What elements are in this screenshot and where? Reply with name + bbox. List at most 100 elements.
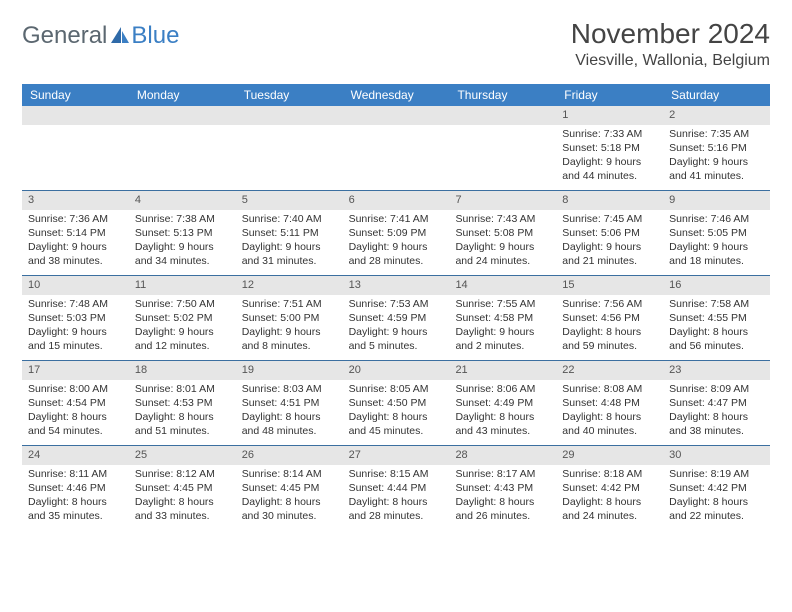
daylight-line: Daylight: 9 hours and 18 minutes. [669,240,764,268]
sunrise-line: Sunrise: 8:12 AM [135,467,230,481]
daylight-line: Daylight: 9 hours and 34 minutes. [135,240,230,268]
day-details: Sunrise: 7:53 AMSunset: 4:59 PMDaylight:… [343,295,450,358]
day-details: Sunrise: 7:38 AMSunset: 5:13 PMDaylight:… [129,210,236,273]
calendar-day: 30Sunrise: 8:19 AMSunset: 4:42 PMDayligh… [663,446,770,530]
calendar-day: 6Sunrise: 7:41 AMSunset: 5:09 PMDaylight… [343,191,450,275]
calendar-day [236,106,343,190]
day-number: 10 [22,276,129,295]
calendar-day: 24Sunrise: 8:11 AMSunset: 4:46 PMDayligh… [22,446,129,530]
day-number: 25 [129,446,236,465]
sunrise-line: Sunrise: 8:03 AM [242,382,337,396]
calendar-day: 8Sunrise: 7:45 AMSunset: 5:06 PMDaylight… [556,191,663,275]
day-number: 29 [556,446,663,465]
calendar-day: 3Sunrise: 7:36 AMSunset: 5:14 PMDaylight… [22,191,129,275]
sunset-line: Sunset: 5:08 PM [455,226,550,240]
daylight-line: Daylight: 8 hours and 24 minutes. [562,495,657,523]
calendar-day: 1Sunrise: 7:33 AMSunset: 5:18 PMDaylight… [556,106,663,190]
sunset-line: Sunset: 4:55 PM [669,311,764,325]
daylight-line: Daylight: 8 hours and 51 minutes. [135,410,230,438]
day-number: 24 [22,446,129,465]
day-number: 12 [236,276,343,295]
sunset-line: Sunset: 4:54 PM [28,396,123,410]
calendar-day: 5Sunrise: 7:40 AMSunset: 5:11 PMDaylight… [236,191,343,275]
weekday-sun: Sunday [22,84,129,106]
day-number-empty [236,106,343,125]
sunset-line: Sunset: 4:59 PM [349,311,444,325]
calendar-day: 27Sunrise: 8:15 AMSunset: 4:44 PMDayligh… [343,446,450,530]
weekday-sat: Saturday [663,84,770,106]
day-number: 15 [556,276,663,295]
calendar-day: 21Sunrise: 8:06 AMSunset: 4:49 PMDayligh… [449,361,556,445]
calendar-day: 23Sunrise: 8:09 AMSunset: 4:47 PMDayligh… [663,361,770,445]
day-details: Sunrise: 8:03 AMSunset: 4:51 PMDaylight:… [236,380,343,443]
weekday-mon: Monday [129,84,236,106]
calendar-day: 7Sunrise: 7:43 AMSunset: 5:08 PMDaylight… [449,191,556,275]
day-number: 6 [343,191,450,210]
day-number: 9 [663,191,770,210]
daylight-line: Daylight: 8 hours and 56 minutes. [669,325,764,353]
sunrise-line: Sunrise: 8:05 AM [349,382,444,396]
calendar-day [129,106,236,190]
sunrise-line: Sunrise: 8:06 AM [455,382,550,396]
sunrise-line: Sunrise: 7:46 AM [669,212,764,226]
calendar-day: 13Sunrise: 7:53 AMSunset: 4:59 PMDayligh… [343,276,450,360]
weekday-thu: Thursday [449,84,556,106]
day-details: Sunrise: 7:51 AMSunset: 5:00 PMDaylight:… [236,295,343,358]
sunset-line: Sunset: 5:18 PM [562,141,657,155]
location: Viesville, Wallonia, Belgium [571,52,770,70]
daylight-line: Daylight: 8 hours and 26 minutes. [455,495,550,523]
sunrise-line: Sunrise: 8:11 AM [28,467,123,481]
day-number: 27 [343,446,450,465]
day-number-empty [449,106,556,125]
day-details: Sunrise: 8:00 AMSunset: 4:54 PMDaylight:… [22,380,129,443]
day-details: Sunrise: 7:45 AMSunset: 5:06 PMDaylight:… [556,210,663,273]
sunrise-line: Sunrise: 8:09 AM [669,382,764,396]
calendar-day: 22Sunrise: 8:08 AMSunset: 4:48 PMDayligh… [556,361,663,445]
daylight-line: Daylight: 8 hours and 35 minutes. [28,495,123,523]
calendar-day: 2Sunrise: 7:35 AMSunset: 5:16 PMDaylight… [663,106,770,190]
calendar-day [22,106,129,190]
day-details: Sunrise: 7:41 AMSunset: 5:09 PMDaylight:… [343,210,450,273]
sunset-line: Sunset: 5:14 PM [28,226,123,240]
day-details: Sunrise: 8:15 AMSunset: 4:44 PMDaylight:… [343,465,450,528]
sunset-line: Sunset: 4:49 PM [455,396,550,410]
day-number: 20 [343,361,450,380]
day-details: Sunrise: 7:43 AMSunset: 5:08 PMDaylight:… [449,210,556,273]
sunrise-line: Sunrise: 8:18 AM [562,467,657,481]
sunset-line: Sunset: 4:43 PM [455,481,550,495]
day-number: 17 [22,361,129,380]
day-details: Sunrise: 7:56 AMSunset: 4:56 PMDaylight:… [556,295,663,358]
header: General Blue November 2024 Viesville, Wa… [22,18,770,70]
day-details: Sunrise: 8:17 AMSunset: 4:43 PMDaylight:… [449,465,556,528]
calendar-day: 17Sunrise: 8:00 AMSunset: 4:54 PMDayligh… [22,361,129,445]
calendar-day: 28Sunrise: 8:17 AMSunset: 4:43 PMDayligh… [449,446,556,530]
calendar-day: 15Sunrise: 7:56 AMSunset: 4:56 PMDayligh… [556,276,663,360]
daylight-line: Daylight: 8 hours and 40 minutes. [562,410,657,438]
weekday-fri: Friday [556,84,663,106]
day-details: Sunrise: 7:58 AMSunset: 4:55 PMDaylight:… [663,295,770,358]
sunrise-line: Sunrise: 8:08 AM [562,382,657,396]
daylight-line: Daylight: 9 hours and 31 minutes. [242,240,337,268]
sunrise-line: Sunrise: 8:17 AM [455,467,550,481]
sunrise-line: Sunrise: 8:15 AM [349,467,444,481]
daylight-line: Daylight: 9 hours and 41 minutes. [669,155,764,183]
day-number: 22 [556,361,663,380]
calendar-day: 16Sunrise: 7:58 AMSunset: 4:55 PMDayligh… [663,276,770,360]
day-number: 30 [663,446,770,465]
day-details: Sunrise: 8:06 AMSunset: 4:49 PMDaylight:… [449,380,556,443]
sunset-line: Sunset: 4:44 PM [349,481,444,495]
day-details: Sunrise: 8:19 AMSunset: 4:42 PMDaylight:… [663,465,770,528]
calendar-day: 18Sunrise: 8:01 AMSunset: 4:53 PMDayligh… [129,361,236,445]
logo-text-2: Blue [131,22,179,50]
day-details: Sunrise: 7:50 AMSunset: 5:02 PMDaylight:… [129,295,236,358]
sunrise-line: Sunrise: 7:53 AM [349,297,444,311]
sunset-line: Sunset: 5:06 PM [562,226,657,240]
daylight-line: Daylight: 9 hours and 8 minutes. [242,325,337,353]
weekday-tue: Tuesday [236,84,343,106]
day-details: Sunrise: 8:12 AMSunset: 4:45 PMDaylight:… [129,465,236,528]
sunset-line: Sunset: 4:47 PM [669,396,764,410]
logo: General Blue [22,18,179,50]
sunrise-line: Sunrise: 7:58 AM [669,297,764,311]
logo-text-1: General [22,22,107,50]
day-details: Sunrise: 7:35 AMSunset: 5:16 PMDaylight:… [663,125,770,188]
